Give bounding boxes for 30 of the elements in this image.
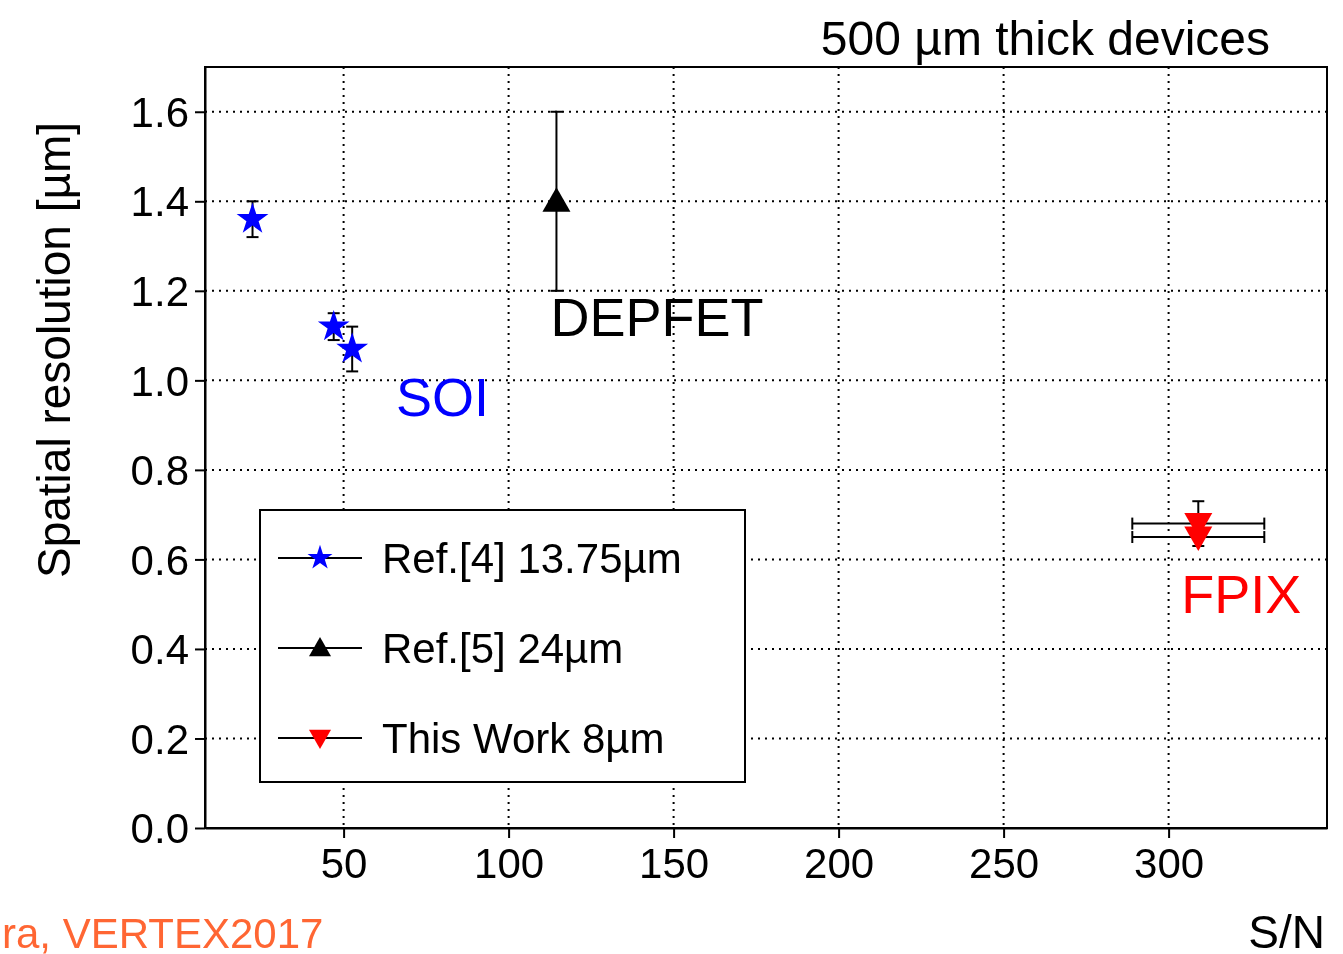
chart-title: 500 µm thick devices (820, 12, 1270, 65)
point (317, 309, 350, 341)
annotation: DEPFET (550, 286, 764, 347)
legend-label: Ref.[5] 24µm (382, 625, 624, 672)
x-tick-label: 200 (804, 839, 875, 887)
legend-label: Ref.[4] 13.75µm (382, 535, 682, 582)
y-tick-label: 1.0 (130, 357, 189, 405)
legend-label: This Work 8µm (382, 715, 665, 762)
text: ra, VERTEX2017 (2, 910, 324, 954)
x-tick-label: 250 (969, 839, 1040, 887)
y-tick-label: 0.0 (130, 805, 189, 853)
y-tick-label: 1.6 (130, 88, 189, 136)
annotation: SOI (396, 367, 490, 428)
y-tick-label: 0.8 (130, 447, 189, 495)
x-tick-label: 100 (474, 839, 545, 887)
point (336, 332, 369, 363)
x-tick-label: 50 (320, 839, 368, 887)
point (1184, 526, 1213, 552)
y-tick-label: 1.2 (130, 268, 189, 316)
point (542, 187, 571, 212)
x-axis-title: S/N (1248, 906, 1325, 954)
x-tick-label: 300 (1134, 839, 1205, 887)
x-tick-label: 150 (639, 839, 710, 887)
y-tick-label: 1.4 (130, 178, 189, 226)
y-tick-label: 0.6 (130, 536, 189, 584)
y-tick-label: 0.2 (130, 715, 189, 763)
y-tick-label: 0.4 (130, 626, 189, 674)
y-axis-title: Spatial resolution [µm] (28, 121, 80, 579)
annotation: FPIX (1181, 564, 1302, 625)
point (236, 202, 269, 233)
